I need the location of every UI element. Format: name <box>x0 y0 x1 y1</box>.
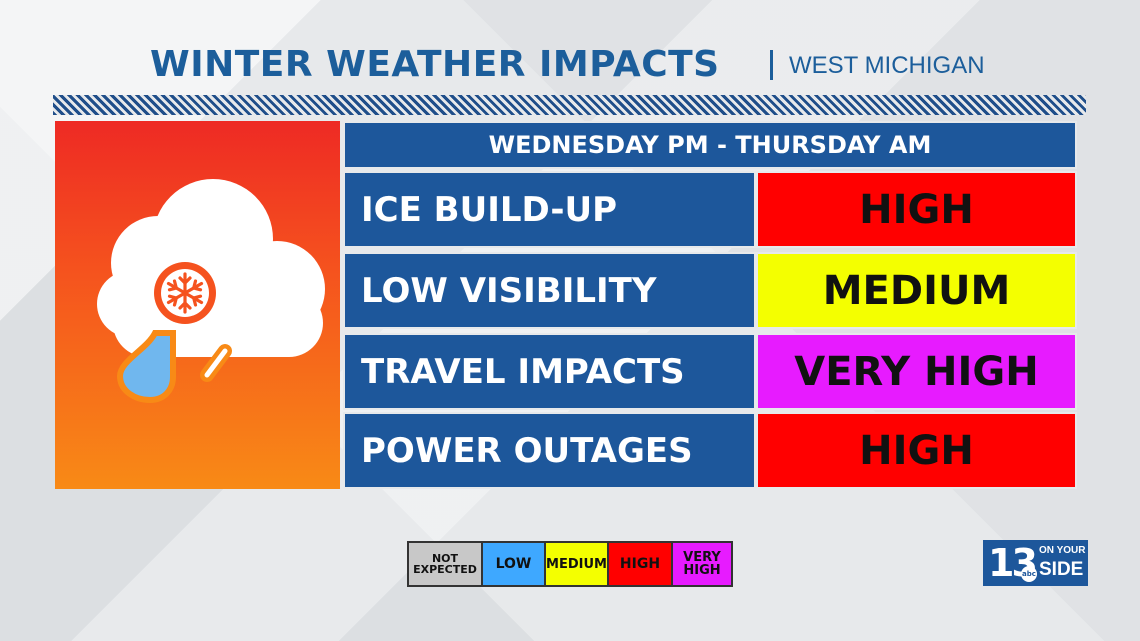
hatch-divider <box>53 95 1086 115</box>
legend-item-very-high: VERY HIGH <box>673 543 731 585</box>
weather-icon-panel <box>55 121 340 489</box>
title-row: WINTER WEATHER IMPACTS WEST MICHIGAN <box>0 40 1140 92</box>
snow-rain-cloud-icon <box>97 179 325 404</box>
logo-tagline-bottom: SIDE <box>1039 559 1084 580</box>
station-logo: 13 abc ON YOUR SIDE <box>983 540 1088 586</box>
forecast-period-header: WEDNESDAY PM - THURSDAY AM <box>343 121 1077 169</box>
table-row: LOW VISIBILITY MEDIUM <box>343 252 1077 329</box>
abc-network-icon: abc <box>1021 566 1037 582</box>
impact-label: LOW VISIBILITY <box>343 252 756 329</box>
legend-item-low: LOW <box>483 543 546 585</box>
impact-legend: NOT EXPECTED LOW MEDIUM HIGH VERY HIGH <box>407 541 733 587</box>
impact-level: MEDIUM <box>756 252 1077 329</box>
legend-item-high: HIGH <box>609 543 673 585</box>
table-row: ICE BUILD-UP HIGH <box>343 171 1077 248</box>
region-subtitle: WEST MICHIGAN <box>789 52 985 79</box>
impact-label: POWER OUTAGES <box>343 412 756 489</box>
impact-level: HIGH <box>756 171 1077 248</box>
page-title: WINTER WEATHER IMPACTS <box>150 44 720 85</box>
legend-item-not-expected: NOT EXPECTED <box>409 543 483 585</box>
table-row: TRAVEL IMPACTS VERY HIGH <box>343 333 1077 410</box>
impact-level: HIGH <box>756 412 1077 489</box>
impact-label: TRAVEL IMPACTS <box>343 333 756 410</box>
impact-label: ICE BUILD-UP <box>343 171 756 248</box>
title-divider <box>770 50 773 80</box>
table-row: POWER OUTAGES HIGH <box>343 412 1077 489</box>
legend-item-medium: MEDIUM <box>546 543 609 585</box>
logo-tagline-top: ON YOUR <box>1039 545 1086 556</box>
impact-level: VERY HIGH <box>756 333 1077 410</box>
